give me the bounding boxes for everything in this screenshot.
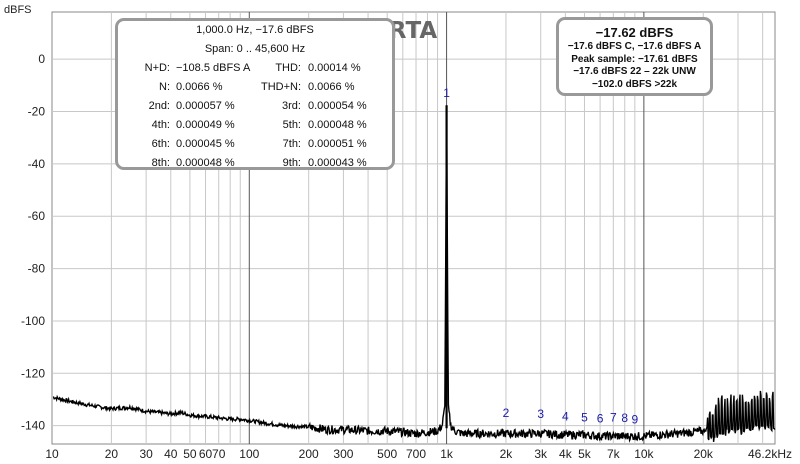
stat-value: 0.0066 % [176, 81, 223, 93]
y-tick-label: -80 [28, 262, 46, 276]
stat-label: 8th: [151, 157, 170, 169]
harmonic-label: 4 [562, 409, 569, 423]
x-tick-label: 7k [607, 447, 621, 461]
stats-row: N+D: −108.5 dBFS A THD: 0.00014 % [118, 59, 392, 78]
y-tick-label: -20 [28, 104, 46, 118]
x-tick-label: 700 [406, 447, 426, 461]
stat-value: 0.00014 % [308, 62, 361, 74]
level-weighted-readout: −17.6 dBFS C, −17.6 dBFS A [567, 41, 702, 52]
distortion-stats-panel: 1,000.0 Hz, −17.6 dBFS Span: 0 .. 45,600… [115, 18, 395, 170]
stat-label: N: [159, 81, 170, 93]
x-tick-label: 300 [333, 447, 353, 461]
x-tick-label: 46.2kHz [748, 447, 792, 461]
stat-value: 0.000045 % [176, 138, 235, 150]
stat-value: 0.000051 % [308, 138, 367, 150]
x-tick-label: 1k [440, 447, 454, 461]
x-tick-label: 30 [139, 447, 153, 461]
stats-rows: N+D: −108.5 dBFS A THD: 0.00014 % N: 0.0066 %… [118, 59, 392, 173]
y-tick-label: -60 [28, 209, 46, 223]
harmonic-markers: 1 2 3 4 5 6 7 8 9 [443, 86, 638, 426]
x-tick-label: 10k [634, 447, 654, 461]
x-tick-label: 50 [183, 447, 197, 461]
harmonic-label: 9 [632, 412, 639, 426]
harmonic-label: 6 [597, 411, 604, 425]
y-tick-label: -40 [28, 157, 46, 171]
x-tick-label: 2k [500, 447, 514, 461]
harmonic-label: 8 [621, 411, 628, 425]
x-tick-label: 5k [578, 447, 592, 461]
x-tick-label: 10 [45, 447, 59, 461]
x-tick-label: 100 [239, 447, 259, 461]
stat-label: 5th: [282, 119, 301, 131]
stat-label: 3rd: [282, 100, 301, 112]
x-tick-label: 200 [299, 447, 319, 461]
stat-label: 9th: [282, 157, 301, 169]
x-tick-label: 3k [534, 447, 548, 461]
fundamental-readout: 1,000.0 Hz, −17.6 dBFS [196, 24, 314, 36]
stat-label: 4th: [151, 119, 170, 131]
stat-label: N+D: [144, 62, 170, 74]
harmonic-label: 7 [610, 411, 617, 425]
spectrum-trace [52, 105, 776, 443]
stat-label: THD: [275, 62, 301, 74]
x-tick-label: 20 [105, 447, 119, 461]
y-tick-label: -120 [21, 366, 45, 380]
x-tick-label: 20k [694, 447, 714, 461]
stat-label: 7th: [282, 138, 301, 150]
stat-value: 0.000049 % [176, 119, 235, 131]
level-main-readout: −17.62 dBFS [595, 25, 674, 40]
peak-sample-readout: Peak sample: −17.61 dBFS [571, 53, 698, 65]
stats-row: 4th: 0.000049 % 5th: 0.000048 % [118, 116, 392, 135]
unweighted-readout: −17.6 dBFS 22 – 22k UNW [573, 66, 696, 77]
stat-value: 0.000057 % [176, 100, 235, 112]
level-meter-panel: −17.62 dBFS −17.6 dBFS C, −17.6 dBFS A P… [556, 17, 713, 96]
y-tick-label: -140 [21, 419, 45, 433]
stat-value: 0.000054 % [308, 100, 367, 112]
y-tick-label: 0 [38, 52, 45, 66]
above-22k-readout: −102.0 dBFS >22k [591, 78, 678, 90]
stat-label: 2nd: [148, 100, 170, 112]
x-tick-label: 60 [199, 447, 213, 461]
stat-label: THD+N: [260, 81, 301, 93]
y-axis-label: dBFS [4, 4, 32, 16]
stats-row: N: 0.0066 % THD+N: 0.0066 % [118, 78, 392, 97]
y-tick-label: -100 [21, 314, 45, 328]
chart-title: RTA [389, 18, 438, 44]
stat-value: 0.0066 % [308, 81, 355, 93]
stats-row: 8th: 0.000048 % 9th: 0.000043 % [118, 154, 392, 173]
harmonic-label: 5 [581, 410, 588, 424]
stat-value: −108.5 dBFS A [176, 62, 251, 74]
x-tick-label: 4k [559, 447, 573, 461]
stat-value: 0.000043 % [308, 157, 367, 169]
stats-row: 6th: 0.000045 % 7th: 0.000051 % [118, 135, 392, 154]
stats-row: 2nd: 0.000057 % 3rd: 0.000054 % [118, 97, 392, 116]
harmonic-label: 3 [537, 407, 544, 421]
span-readout: Span: 0 .. 45,600 Hz [204, 43, 306, 55]
harmonic-label: 2 [503, 406, 510, 420]
harmonic-label: 1 [443, 86, 450, 100]
x-tick-label: 500 [377, 447, 397, 461]
stat-value: 0.000048 % [308, 119, 367, 131]
x-tick-label: 70 [212, 447, 226, 461]
x-tick-label: 40 [164, 447, 178, 461]
stat-value: 0.000048 % [176, 157, 235, 169]
spectrum-line [52, 108, 776, 443]
stat-label: 6th: [151, 138, 170, 150]
